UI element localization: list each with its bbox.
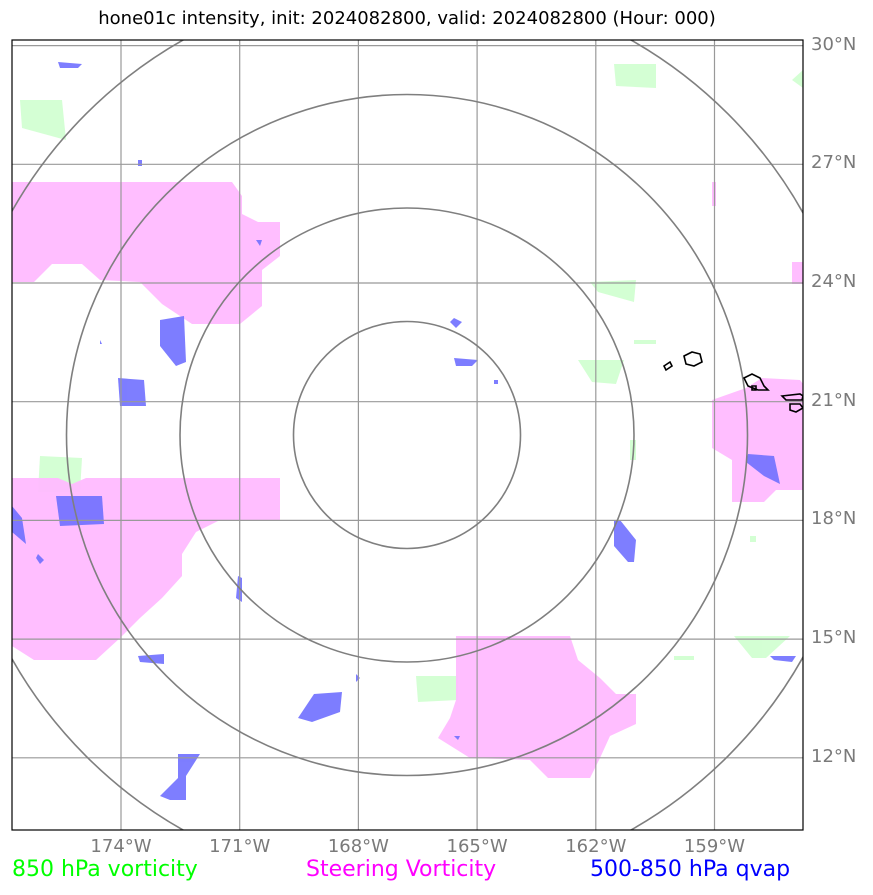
lon-label-159w: 159°W <box>683 836 746 857</box>
steering-region <box>712 378 803 502</box>
vort850-region <box>674 656 694 660</box>
qvap-region <box>614 520 636 562</box>
island-oahu <box>742 373 770 391</box>
lat-label-12n: 12°N <box>811 745 857 767</box>
range-ring <box>179 207 635 663</box>
qvap-region <box>450 318 462 328</box>
island-kauai <box>683 351 703 367</box>
range-ring <box>65 93 749 777</box>
steering-regions <box>12 182 803 778</box>
steering-region <box>12 182 280 324</box>
lon-label-165w: 165°W <box>446 836 508 857</box>
lat-label-21n: 21°N <box>811 389 857 411</box>
vort850-region <box>792 70 803 88</box>
island-niihau <box>662 360 674 372</box>
qvap-region <box>236 576 242 602</box>
legend-850-vorticity: 850 hPa vorticity <box>12 857 198 882</box>
steering-region <box>438 636 636 778</box>
vort850-region <box>634 340 656 344</box>
qvap-region <box>454 736 460 740</box>
legend-steering-vorticity: Steering Vorticity <box>306 857 497 882</box>
qvap-region <box>746 454 780 484</box>
qvap-region <box>138 160 142 166</box>
vort850-region <box>590 280 636 302</box>
vort850-region <box>750 536 756 542</box>
qvap-region <box>256 240 262 246</box>
steering-region <box>792 262 803 284</box>
qvap-region <box>494 380 498 384</box>
qvap-region <box>12 506 26 544</box>
qvap-region <box>160 316 186 366</box>
vort850-region <box>614 64 656 88</box>
map-title: hone01c intensity, init: 2024082800, val… <box>98 8 716 29</box>
lon-label-168w: 168°W <box>327 836 389 857</box>
lon-label-162w: 162°W <box>565 836 627 857</box>
lat-label-27n: 27°N <box>811 152 857 174</box>
vort850-region <box>734 636 790 658</box>
qvap-region <box>56 496 104 526</box>
lat-label-18n: 18°N <box>811 508 857 530</box>
qvap-regions <box>12 62 796 800</box>
vort850-region <box>578 360 624 384</box>
legend-qvap: 500-850 hPa qvap <box>590 857 791 882</box>
lon-label-174w: 174°W <box>90 836 152 857</box>
qvap-region <box>36 554 44 564</box>
qvap-region <box>298 692 342 722</box>
lat-label-30n: 30°N <box>811 33 857 55</box>
vort850-region <box>20 100 66 140</box>
range-ring <box>292 320 522 550</box>
qvap-region <box>770 656 796 662</box>
qvap-region <box>58 62 82 68</box>
map-frame <box>11 39 804 831</box>
vort850-region <box>416 676 458 702</box>
island-lanai <box>751 385 757 391</box>
qvap-region <box>160 754 200 800</box>
lon-label-171w: 171°W <box>209 836 271 857</box>
qvap-region <box>118 378 146 406</box>
range-rings <box>12 40 803 830</box>
island-maui <box>789 403 803 413</box>
qvap-region <box>100 340 102 344</box>
graticule <box>12 40 803 830</box>
lat-label-24n: 24°N <box>811 271 857 292</box>
vort850-regions <box>20 64 803 702</box>
qvap-region <box>454 358 478 366</box>
lat-label-15n: 15°N <box>811 627 857 649</box>
